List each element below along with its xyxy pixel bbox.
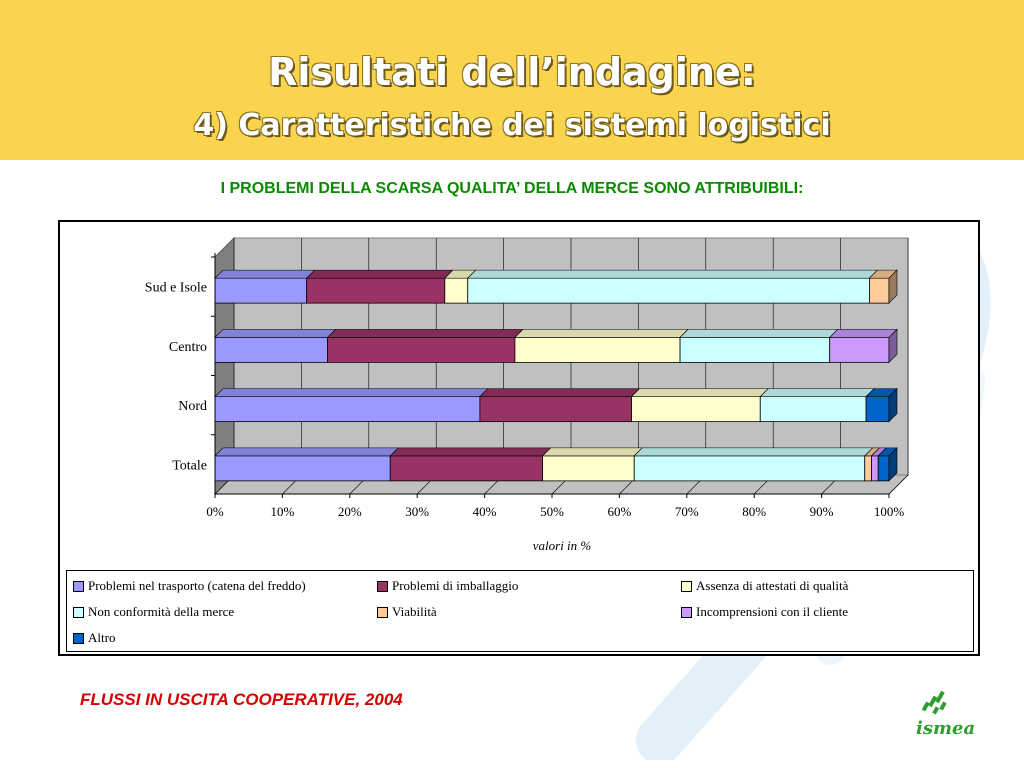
bar-segment (214, 455, 391, 482)
legend-item: Problemi di imballaggio (377, 577, 518, 595)
bar-segment (479, 396, 632, 423)
bar-segment-top (389, 447, 552, 457)
slide-title: Risultati dell’indagine: (268, 50, 756, 94)
slide-subtitle: 4) Caratteristiche dei sistemi logistici (193, 108, 831, 143)
bar-segment (759, 396, 867, 423)
bar-end-face (888, 447, 898, 482)
x-axis-label: valori in % (533, 538, 592, 553)
chart-area: 0% 10% 20% 30% 40% 50% 60% 70% 80% 90% 100% valori … (58, 220, 980, 656)
bar-end-face (888, 387, 898, 423)
legend-label: Problemi di imballaggio (392, 578, 519, 593)
footer-caption: FLUSSI IN USCITA COOPERATIVE, 2004 (80, 690, 403, 709)
bar-segment (306, 277, 446, 304)
legend-swatch (377, 580, 388, 592)
bar-segment-top (759, 388, 875, 397)
legend-swatch (681, 606, 692, 618)
x-tick-label: 10% (270, 504, 294, 519)
bar-segment (633, 455, 866, 482)
chart-legend: Problemi nel trasporto (catena del fredd… (66, 570, 974, 652)
bar-segment-top (479, 388, 641, 397)
bar-segment-top (679, 329, 839, 338)
legend-item: Viabilità (377, 603, 437, 621)
legend-swatch (377, 606, 388, 618)
x-tick-label: 60% (607, 504, 631, 519)
x-tick-label: 70% (675, 504, 699, 519)
x-tick-label: 20% (338, 504, 362, 519)
bar-end-face (888, 269, 898, 304)
bar-segment (865, 396, 890, 423)
legend-swatch (73, 580, 84, 592)
bar-segment-top (214, 388, 489, 397)
logo-mark-icon (921, 690, 947, 715)
legend-item: Problemi nel trasporto (catena del fredd… (73, 577, 306, 595)
bar-segment (871, 455, 879, 482)
bar-chart: 0% 10% 20% 30% 40% 50% 60% 70% 80% 90% 100% valori … (145, 236, 910, 553)
bar-segment (829, 336, 890, 363)
bar-segment (864, 455, 872, 482)
x-tick-label: 80% (742, 504, 766, 519)
legend-label: Non conformità della merce (88, 604, 235, 619)
legend-swatch (73, 606, 84, 618)
bar-segment-top (305, 269, 454, 279)
bar-segment (514, 336, 681, 363)
bar-segment (327, 336, 516, 363)
bar-segment (467, 277, 870, 304)
bar-segment-top (541, 447, 643, 457)
bar-segment (679, 336, 831, 363)
legend-label: Viabilità (392, 604, 437, 619)
bar-segment (631, 396, 761, 423)
legend-label: Assenza di attestati di qualità (696, 578, 849, 593)
bar-segment (214, 277, 308, 304)
category-label: Centro (169, 340, 207, 355)
x-tick-label: 0% (206, 504, 224, 519)
bar-segment-top (214, 269, 316, 279)
bar-segment (389, 455, 543, 482)
legend-label: Altro (88, 630, 116, 645)
ismea-logo: ismea (912, 688, 975, 744)
x-tick-label: 100% (874, 504, 905, 519)
bar-segment (444, 277, 469, 304)
bar-segment-top (214, 447, 399, 457)
bar-segment-top (630, 388, 769, 397)
legend-item: Assenza di attestati di qualità (681, 577, 848, 595)
x-tick-label: 90% (810, 504, 834, 519)
gridline-floor (888, 474, 909, 495)
category-label: Sud e Isole (145, 281, 207, 296)
bar-segment-top (828, 329, 898, 338)
bar-segment (214, 336, 328, 363)
bar-segment (877, 455, 890, 482)
legend-swatch (73, 632, 84, 644)
x-tick-label: 50% (540, 504, 564, 519)
legend-label: Incomprensioni con il cliente (696, 604, 848, 619)
x-tick-label: 30% (405, 504, 429, 519)
legend-item: Incomprensioni con il cliente (681, 603, 848, 621)
category-label: Nord (178, 399, 207, 414)
bar-segment-top (514, 329, 689, 338)
title-banner: Risultati dell’indagine: 4) Caratteristi… (0, 0, 1024, 160)
bar-segment (869, 277, 890, 304)
bar-end-face (888, 328, 898, 364)
bar-segment-top (467, 269, 879, 279)
legend-label: Problemi nel trasporto (catena del fredd… (88, 578, 306, 593)
legend-swatch (681, 580, 692, 592)
bar-segment-top (633, 447, 874, 457)
legend-item: Non conformità della merce (73, 603, 234, 621)
category-label: Totale (172, 458, 207, 473)
x-tick-label: 40% (473, 504, 497, 519)
bar-segment-top (326, 329, 524, 338)
bar-segment-top (214, 329, 337, 338)
chart-heading: I PROBLEMI DELLA SCARSA QUALITA’ DELLA M… (220, 180, 804, 197)
bar-segment (542, 455, 635, 482)
legend-item: Altro (73, 629, 115, 647)
bar-segment (214, 396, 481, 423)
